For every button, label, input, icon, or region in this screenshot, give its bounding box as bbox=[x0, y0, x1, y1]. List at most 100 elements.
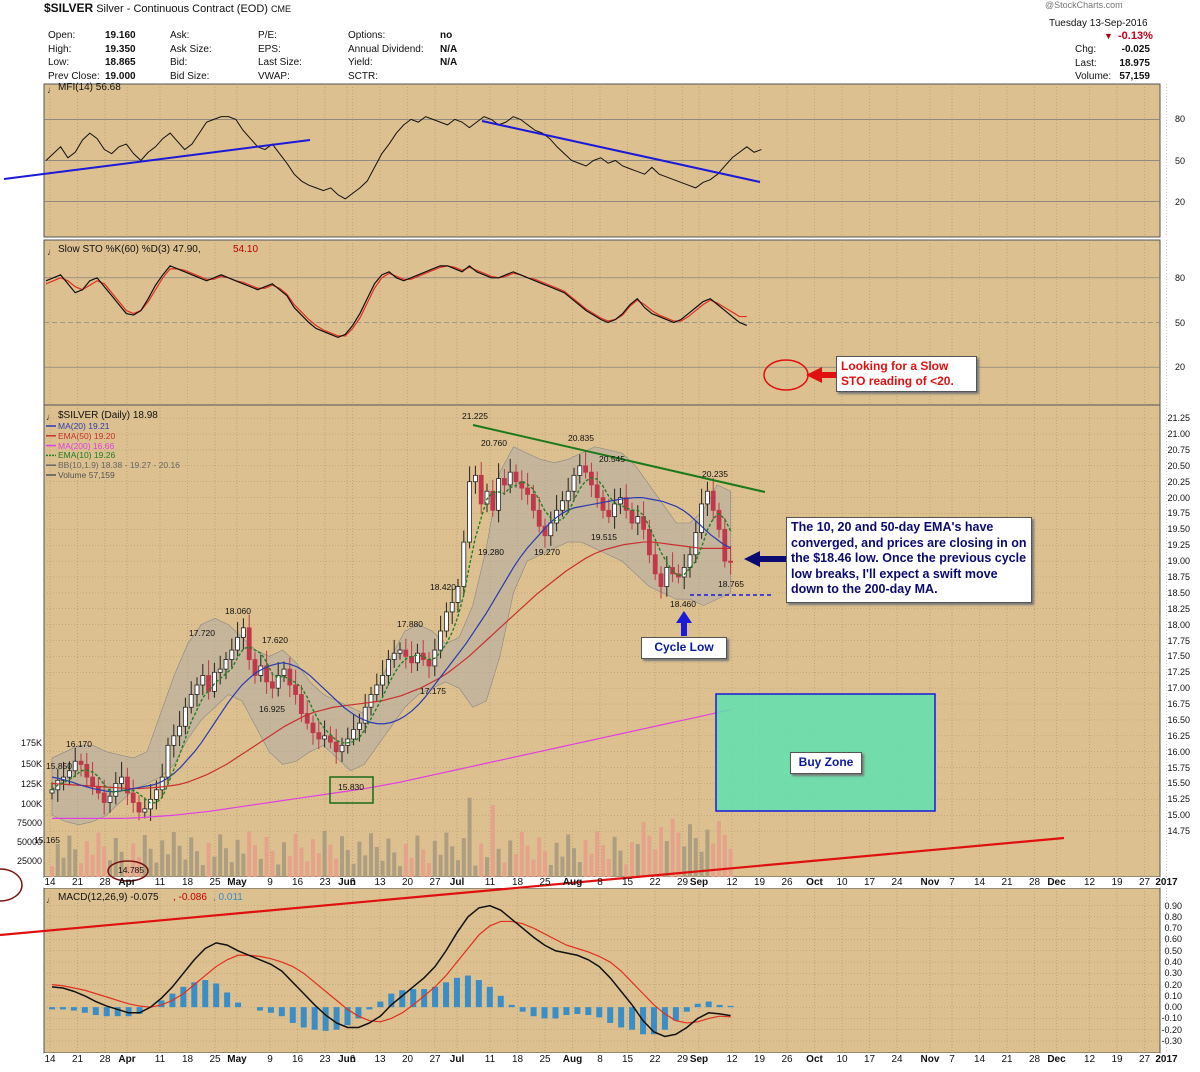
candle-body bbox=[699, 503, 704, 533]
slow-sto-note: Looking for a Slow STO reading of <20. bbox=[836, 356, 977, 392]
candle-body bbox=[513, 471, 519, 483]
candle-body bbox=[240, 627, 246, 638]
volume-bar bbox=[79, 863, 83, 877]
volume-bar bbox=[102, 846, 107, 877]
volume-bar bbox=[195, 851, 199, 877]
volume-bar bbox=[676, 832, 681, 877]
price-label: 18.060 bbox=[225, 606, 251, 616]
x-tick-label: 12 bbox=[726, 1054, 738, 1065]
x-tick-label: 16 bbox=[291, 877, 304, 888]
macd-hist-bar bbox=[694, 1003, 701, 1008]
macd-hist-bar bbox=[563, 1007, 570, 1016]
macd-hist-bar bbox=[410, 989, 417, 1008]
x-tick-label: 25 bbox=[539, 877, 551, 888]
stat-label: Annual Dividend: bbox=[348, 43, 424, 55]
x-tick-label: Jul bbox=[449, 877, 465, 888]
price-label: 15.165 bbox=[34, 835, 60, 845]
x-tick-label: 22 bbox=[649, 877, 661, 888]
y-tick-label: 20 bbox=[1174, 362, 1185, 373]
x-tick-label: 11 bbox=[154, 877, 166, 888]
volume-bar bbox=[218, 834, 223, 877]
chart-title: $SILVER Silver - Continuous Contract (EO… bbox=[44, 2, 291, 15]
candle-body bbox=[560, 500, 565, 511]
volume-bar bbox=[386, 838, 391, 877]
volume-bar bbox=[160, 840, 165, 877]
volume-bar bbox=[601, 845, 605, 877]
macd-hist-bar bbox=[81, 1007, 88, 1013]
candle-body bbox=[194, 684, 200, 695]
macd-hist-bar bbox=[388, 993, 395, 1008]
candle-body bbox=[681, 567, 687, 578]
macd-hist-bar bbox=[683, 1007, 690, 1012]
x-tick-label: 27 bbox=[429, 877, 441, 888]
macd-hist-bar bbox=[333, 1007, 340, 1030]
x-tick-label: Apr bbox=[118, 1054, 136, 1065]
macd-hist-bar bbox=[92, 1007, 99, 1016]
y-tick-label: 0.20 bbox=[1164, 979, 1182, 990]
volume-bar bbox=[212, 856, 217, 877]
macd-hist-bar bbox=[519, 1007, 526, 1012]
volume-bar bbox=[305, 861, 310, 877]
macd-hist-bar bbox=[158, 1000, 165, 1008]
candle-body bbox=[153, 789, 159, 800]
volume-bar bbox=[299, 847, 304, 877]
y-tick-label: 50 bbox=[1174, 317, 1185, 328]
candle-body bbox=[269, 681, 275, 689]
volume-bar bbox=[177, 845, 182, 877]
candle-body bbox=[327, 735, 333, 743]
y-tick-label: 19.25 bbox=[1167, 540, 1190, 551]
x-tick-label: Jul bbox=[449, 1054, 465, 1065]
candle-body bbox=[728, 560, 733, 563]
volume-bar bbox=[589, 853, 594, 877]
x-tick-label: 9 bbox=[267, 877, 273, 888]
stat-value: N/A bbox=[440, 57, 458, 68]
y-tick-label: 15.50 bbox=[1167, 778, 1190, 789]
macd-hist-bar bbox=[125, 1007, 132, 1017]
volume-bar bbox=[717, 821, 721, 877]
ema-convergence-note: The 10, 20 and 50-day EMA's have converg… bbox=[786, 517, 1032, 603]
volume-bar bbox=[67, 835, 72, 877]
stat-label: P/E: bbox=[258, 30, 277, 41]
x-tick-label: 24 bbox=[891, 877, 903, 888]
x-tick-label: 21 bbox=[1001, 877, 1013, 888]
x-tick-label: 22 bbox=[649, 1054, 661, 1065]
mfi-icon: ♩ bbox=[47, 85, 56, 95]
volume-bar bbox=[409, 857, 414, 877]
volume-bar bbox=[351, 863, 356, 877]
candle-body bbox=[351, 729, 357, 740]
x-tick-label: 20 bbox=[401, 1054, 414, 1065]
candle-body bbox=[188, 694, 194, 708]
candle-body bbox=[177, 725, 183, 737]
left-arrow-icon bbox=[744, 551, 788, 567]
candle-body bbox=[380, 675, 386, 686]
candle-body bbox=[165, 744, 171, 778]
price-trendline-resistance bbox=[472, 424, 766, 493]
mfi-trendline-down bbox=[481, 120, 761, 183]
y-tick-label: 15.00 bbox=[1167, 810, 1190, 821]
candle-body bbox=[652, 554, 658, 575]
candle-body bbox=[583, 465, 588, 473]
candle-body bbox=[223, 659, 229, 670]
watermark: @StockCharts.com bbox=[1045, 0, 1123, 10]
candle-body bbox=[519, 481, 525, 489]
macd-signal-line bbox=[51, 920, 731, 1024]
macd-title-signal: , -0.086 bbox=[173, 892, 207, 903]
x-tick-label: Sep bbox=[689, 1054, 709, 1065]
volume-bar bbox=[577, 862, 582, 877]
description: Silver - Continuous Contract (EOD) bbox=[96, 3, 268, 15]
x-tick-label: Aug bbox=[562, 1054, 583, 1065]
volume-bar bbox=[183, 859, 188, 877]
price-label: 17.720 bbox=[189, 628, 215, 638]
y-tick-label: 0.10 bbox=[1164, 990, 1182, 1001]
volume-bar bbox=[357, 841, 362, 877]
candle-body bbox=[310, 722, 316, 734]
macd-hist-bar bbox=[453, 977, 460, 1008]
x-tick-label: 17 bbox=[863, 1054, 876, 1065]
candle-body bbox=[107, 795, 113, 803]
y-tick-label: 17.50 bbox=[1167, 651, 1190, 662]
legend-item: EMA(10) 19.26 bbox=[58, 450, 116, 461]
stat-label: Ask: bbox=[170, 30, 190, 41]
price-label: 16.170 bbox=[66, 739, 92, 749]
